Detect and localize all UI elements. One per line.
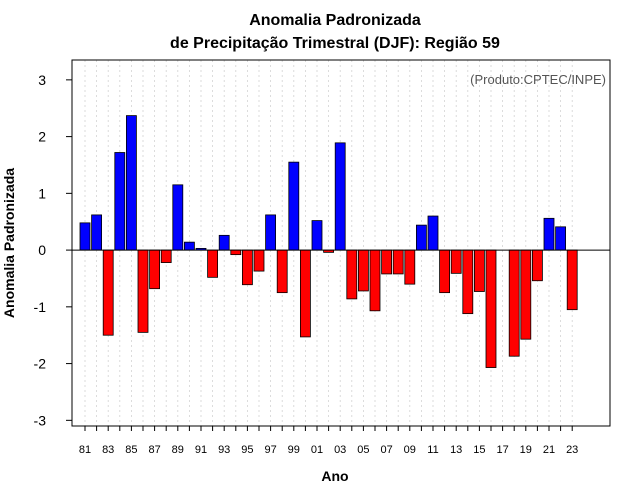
bar-88 [160, 249, 172, 263]
bar-90 [183, 241, 195, 251]
bar-12 [439, 249, 451, 294]
bar-19 [520, 249, 532, 340]
x-tick-label-99: 99 [288, 444, 300, 456]
x-tick-label-07: 07 [380, 444, 392, 456]
bar-00 [299, 249, 311, 338]
y-tick-label-1: 1 [38, 185, 46, 201]
bar-10 [415, 224, 427, 251]
bar-86 [137, 249, 149, 333]
bar-82 [91, 214, 102, 251]
bar-23 [566, 249, 578, 311]
plot-frame [71, 59, 611, 427]
x-tick-label-93: 93 [218, 444, 230, 456]
x-tick-label-89: 89 [172, 444, 184, 456]
bar-16 [485, 249, 497, 368]
x-axis-label: Ano [321, 468, 348, 484]
y-tick-label-0: 0 [38, 242, 46, 258]
bar-11 [427, 215, 439, 251]
x-tick-label-21: 21 [543, 444, 555, 456]
y-tick-label-2: 2 [38, 129, 46, 145]
y-tick-label--2: -2 [34, 356, 47, 372]
x-tick-label-97: 97 [264, 444, 276, 456]
bar-95 [241, 249, 253, 286]
bar-96 [253, 249, 265, 272]
bar-20 [532, 249, 543, 282]
x-tick-label-11: 11 [427, 444, 438, 456]
bar-13 [450, 249, 462, 274]
bar-01 [311, 220, 323, 251]
x-tick-label-83: 83 [102, 444, 114, 456]
bar-18 [508, 249, 520, 357]
x-tick-label-15: 15 [473, 444, 485, 456]
y-axis: -3 -2 -1 0 1 2 3 [34, 72, 72, 428]
x-tick-label-91: 91 [195, 444, 207, 456]
x-tick-label-23: 23 [566, 444, 578, 456]
grid-lines [84, 60, 573, 426]
x-tick-label-09: 09 [404, 444, 416, 456]
bar-22 [555, 226, 566, 251]
x-tick-label-17: 17 [496, 444, 508, 456]
y-tick-label--3: -3 [34, 412, 47, 428]
bar-08 [392, 249, 404, 275]
x-tick-label-95: 95 [241, 444, 253, 456]
bars [79, 115, 578, 368]
bar-98 [276, 249, 288, 294]
bar-03 [334, 142, 346, 251]
x-tick-label-13: 13 [450, 444, 462, 456]
x-tick-label-87: 87 [148, 444, 160, 456]
bar-87 [149, 249, 161, 290]
bar-04 [346, 249, 358, 300]
x-tick-label-03: 03 [334, 444, 346, 456]
source-annotation: (Produto:CPTEC/INPE) [470, 72, 606, 87]
y-axis-label: Anomalia Padronizada [1, 168, 17, 318]
x-tick-label-85: 85 [125, 444, 137, 456]
bar-84 [114, 152, 126, 251]
bar-14 [462, 249, 474, 315]
bar-05 [357, 249, 369, 292]
x-tick-label-01: 01 [311, 444, 323, 456]
bar-85 [126, 115, 137, 251]
bar-92 [207, 249, 219, 278]
bar-83 [102, 249, 114, 336]
bar-81 [79, 222, 91, 251]
bar-07 [381, 249, 393, 275]
bar-94 [230, 249, 242, 256]
y-tick-label-3: 3 [38, 72, 46, 88]
bar-97 [265, 214, 277, 251]
bar-21 [543, 217, 555, 251]
bar-09 [404, 249, 416, 285]
x-tick-label-81: 81 [79, 444, 91, 456]
x-tick-label-05: 05 [357, 444, 369, 456]
bar-89 [172, 184, 184, 251]
chart-title-line-2: de Precipitação Trimestral (DJF): Região… [170, 35, 500, 52]
y-tick-label--1: -1 [34, 299, 47, 315]
chart-title-line-1: Anomalia Padronizada [249, 12, 421, 29]
bar-99 [288, 161, 300, 251]
bar-93 [218, 234, 230, 251]
x-tick-label-19: 19 [520, 444, 532, 456]
bar-15 [473, 249, 485, 292]
bar-06 [369, 249, 381, 312]
x-axis: 81 83 85 87 89 91 93 95 97 99 01 03 05 07 09 11 13 15 17 19… [79, 426, 578, 456]
